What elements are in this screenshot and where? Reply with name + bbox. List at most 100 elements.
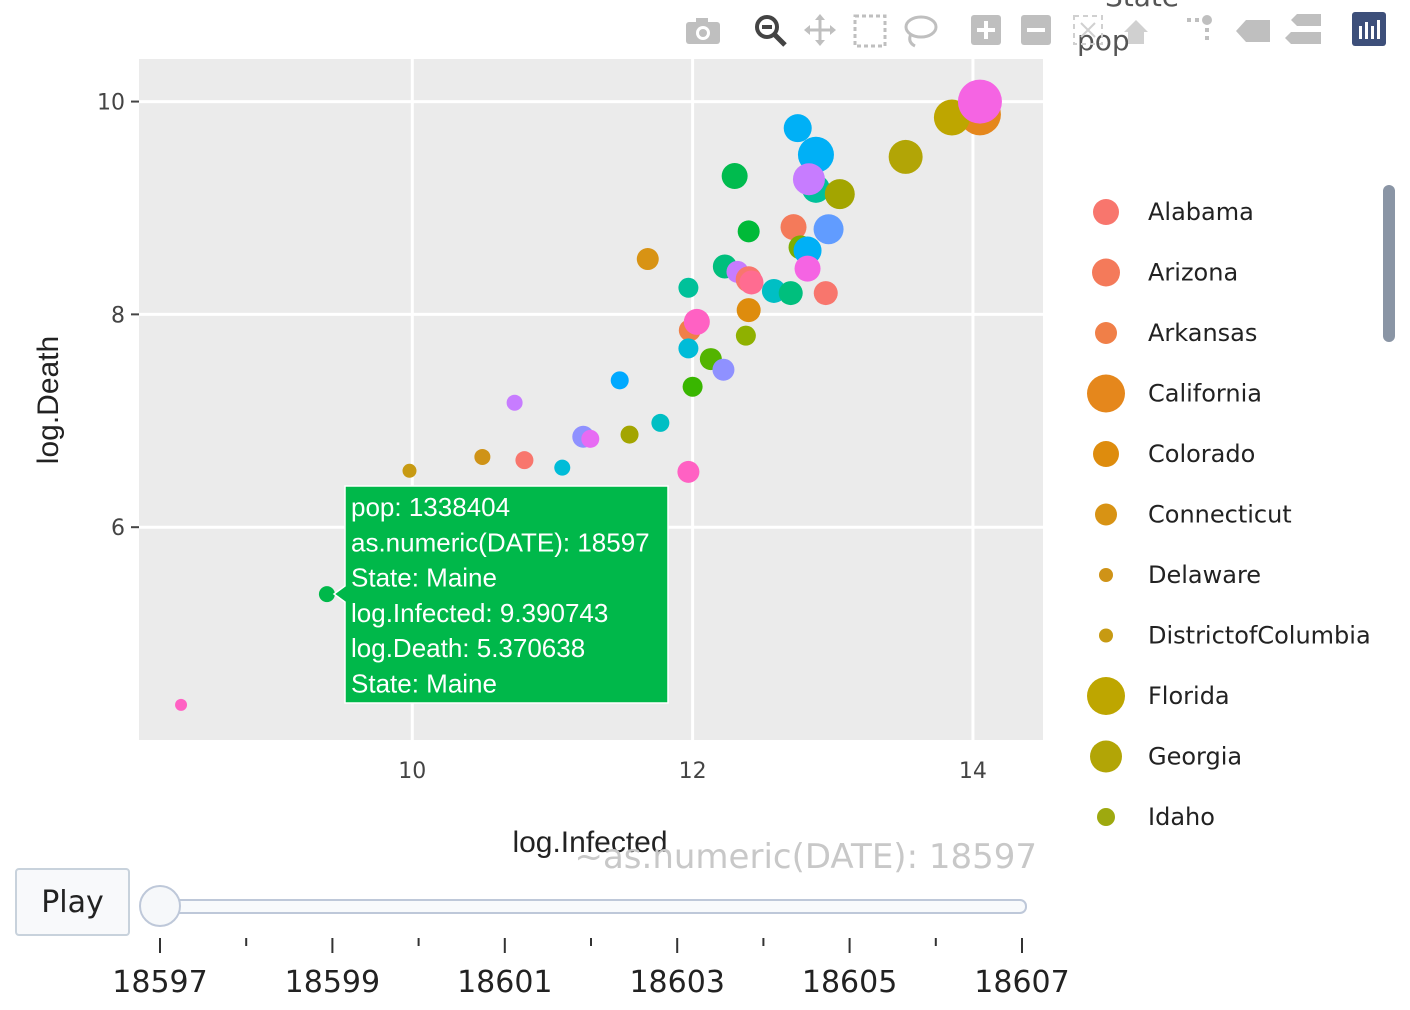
data-point[interactable] [793, 236, 822, 265]
zoom-icon[interactable] [755, 15, 787, 47]
data-point[interactable] [506, 394, 523, 411]
legend-marker[interactable] [1097, 808, 1115, 826]
data-point[interactable] [610, 371, 629, 390]
lasso-icon[interactable] [904, 15, 938, 48]
slider-step-label[interactable]: 18599 [285, 965, 380, 1000]
legend-item-label[interactable]: Arizona [1148, 259, 1238, 287]
data-point[interactable] [824, 179, 855, 210]
slider-step-label[interactable]: 18597 [112, 965, 207, 1000]
legend-marker[interactable] [1095, 322, 1117, 344]
data-point[interactable] [813, 214, 844, 245]
legend-marker[interactable] [1099, 628, 1113, 643]
legend-marker[interactable] [1087, 677, 1125, 715]
data-point[interactable] [737, 220, 760, 243]
legend-item-label[interactable]: Delaware [1148, 561, 1261, 589]
hover-line: pop: 1338404 [351, 492, 510, 522]
data-point[interactable] [792, 163, 825, 196]
autoscale-icon[interactable] [1073, 15, 1103, 45]
slider-step-label[interactable]: 18603 [629, 965, 724, 1000]
x-tick-label: 14 [959, 759, 987, 784]
legend-marker[interactable] [1090, 740, 1122, 773]
data-point[interactable] [794, 255, 821, 282]
slider-step-label[interactable]: 18605 [802, 965, 897, 1000]
data-point[interactable] [678, 338, 699, 359]
data-point[interactable] [721, 163, 748, 190]
animation-slider: ~as.numeric(DATE): 18597 18597 18599 18601… [112, 837, 1069, 1000]
slider-step-label[interactable]: 18607 [974, 965, 1069, 1000]
data-point[interactable] [736, 298, 761, 323]
data-point[interactable] [683, 308, 710, 335]
reset-axes-icon[interactable] [1124, 20, 1148, 44]
zoom-out-icon[interactable] [1021, 15, 1051, 45]
data-point[interactable] [739, 270, 764, 295]
camera-icon[interactable] [686, 18, 720, 44]
data-point[interactable] [677, 460, 700, 483]
hover-closest-icon[interactable] [1236, 20, 1270, 42]
y-axis-ticks: 6 8 10 [97, 91, 139, 541]
spike-lines-icon[interactable] [1187, 15, 1212, 40]
data-point[interactable] [712, 358, 735, 381]
legend-title: pop [1077, 24, 1130, 57]
slider-handle[interactable] [139, 885, 181, 927]
data-point[interactable] [318, 586, 335, 603]
y-tick-label: 8 [111, 303, 125, 328]
y-tick-label: 6 [111, 516, 125, 541]
data-point[interactable] [682, 376, 703, 397]
data-point[interactable] [554, 459, 571, 476]
legend-marker[interactable] [1093, 199, 1119, 225]
x-axis-ticks: 10 12 14 [398, 759, 987, 784]
data-point[interactable] [783, 114, 812, 143]
y-axis-title: log.Death [32, 336, 65, 464]
hover-tooltip: pop: 1338404 as.numeric(DATE): 18597 State… [332, 485, 669, 704]
legend-marker[interactable] [1095, 503, 1117, 526]
data-point[interactable] [957, 79, 1002, 124]
legend-item-label[interactable]: Connecticut [1148, 501, 1292, 529]
data-point[interactable] [636, 248, 659, 271]
legend-scrollbar[interactable] [1383, 185, 1395, 342]
legend-item-label[interactable]: Colorado [1148, 440, 1255, 468]
y-tick-label: 10 [97, 91, 125, 116]
legend-marker[interactable] [1087, 374, 1125, 413]
data-point[interactable] [678, 277, 699, 298]
slider-rail[interactable] [149, 899, 1027, 914]
data-point[interactable] [888, 139, 923, 174]
hover-line: log.Infected: 9.390743 [351, 598, 608, 628]
legend-item-label[interactable]: Idaho [1148, 803, 1215, 831]
play-button[interactable]: Play [15, 868, 130, 936]
hover-tooltip-box [332, 485, 669, 704]
data-point[interactable] [780, 214, 807, 241]
legend-item-label[interactable]: California [1148, 380, 1262, 408]
zoom-in-icon[interactable] [971, 15, 1001, 45]
hover-line: log.Death: 5.370638 [351, 633, 585, 663]
box-select-icon[interactable] [853, 14, 887, 48]
data-point[interactable] [813, 281, 838, 306]
legend-item-label[interactable]: Florida [1148, 682, 1230, 710]
legend-marker[interactable] [1093, 441, 1119, 467]
slider-ticks: 18597 18599 18601 18603 18605 18607 [112, 938, 1070, 1000]
legend-title-overlay: State [1105, 0, 1179, 13]
slider-current-value: ~as.numeric(DATE): 18597 [574, 837, 1037, 877]
legend-item-label[interactable]: DistrictofColumbia [1148, 622, 1371, 650]
legend-marker[interactable] [1092, 258, 1120, 287]
data-point[interactable] [581, 429, 600, 448]
data-point[interactable] [651, 413, 670, 432]
data-point[interactable] [778, 281, 803, 306]
slider-step-label[interactable]: 18601 [457, 965, 552, 1000]
hover-compare-icon[interactable] [1285, 14, 1321, 44]
data-point[interactable] [735, 325, 756, 346]
legend-item-label[interactable]: Alabama [1148, 198, 1254, 226]
legend-marker[interactable] [1099, 568, 1113, 582]
legend-item-label[interactable]: Arkansas [1148, 319, 1257, 347]
hover-line: State: Maine [351, 669, 497, 699]
data-point[interactable] [402, 463, 417, 478]
pan-icon[interactable] [804, 14, 836, 46]
plotly-logo-icon[interactable] [1352, 12, 1386, 46]
hover-line: as.numeric(DATE): 18597 [351, 527, 650, 557]
data-point[interactable] [474, 448, 491, 465]
data-point[interactable] [175, 698, 188, 711]
data-point[interactable] [515, 451, 534, 470]
data-point[interactable] [620, 425, 639, 444]
x-axis-title: log.Infected [512, 826, 667, 859]
legend-item-label[interactable]: Georgia [1148, 743, 1242, 771]
x-tick-label: 10 [398, 759, 426, 784]
